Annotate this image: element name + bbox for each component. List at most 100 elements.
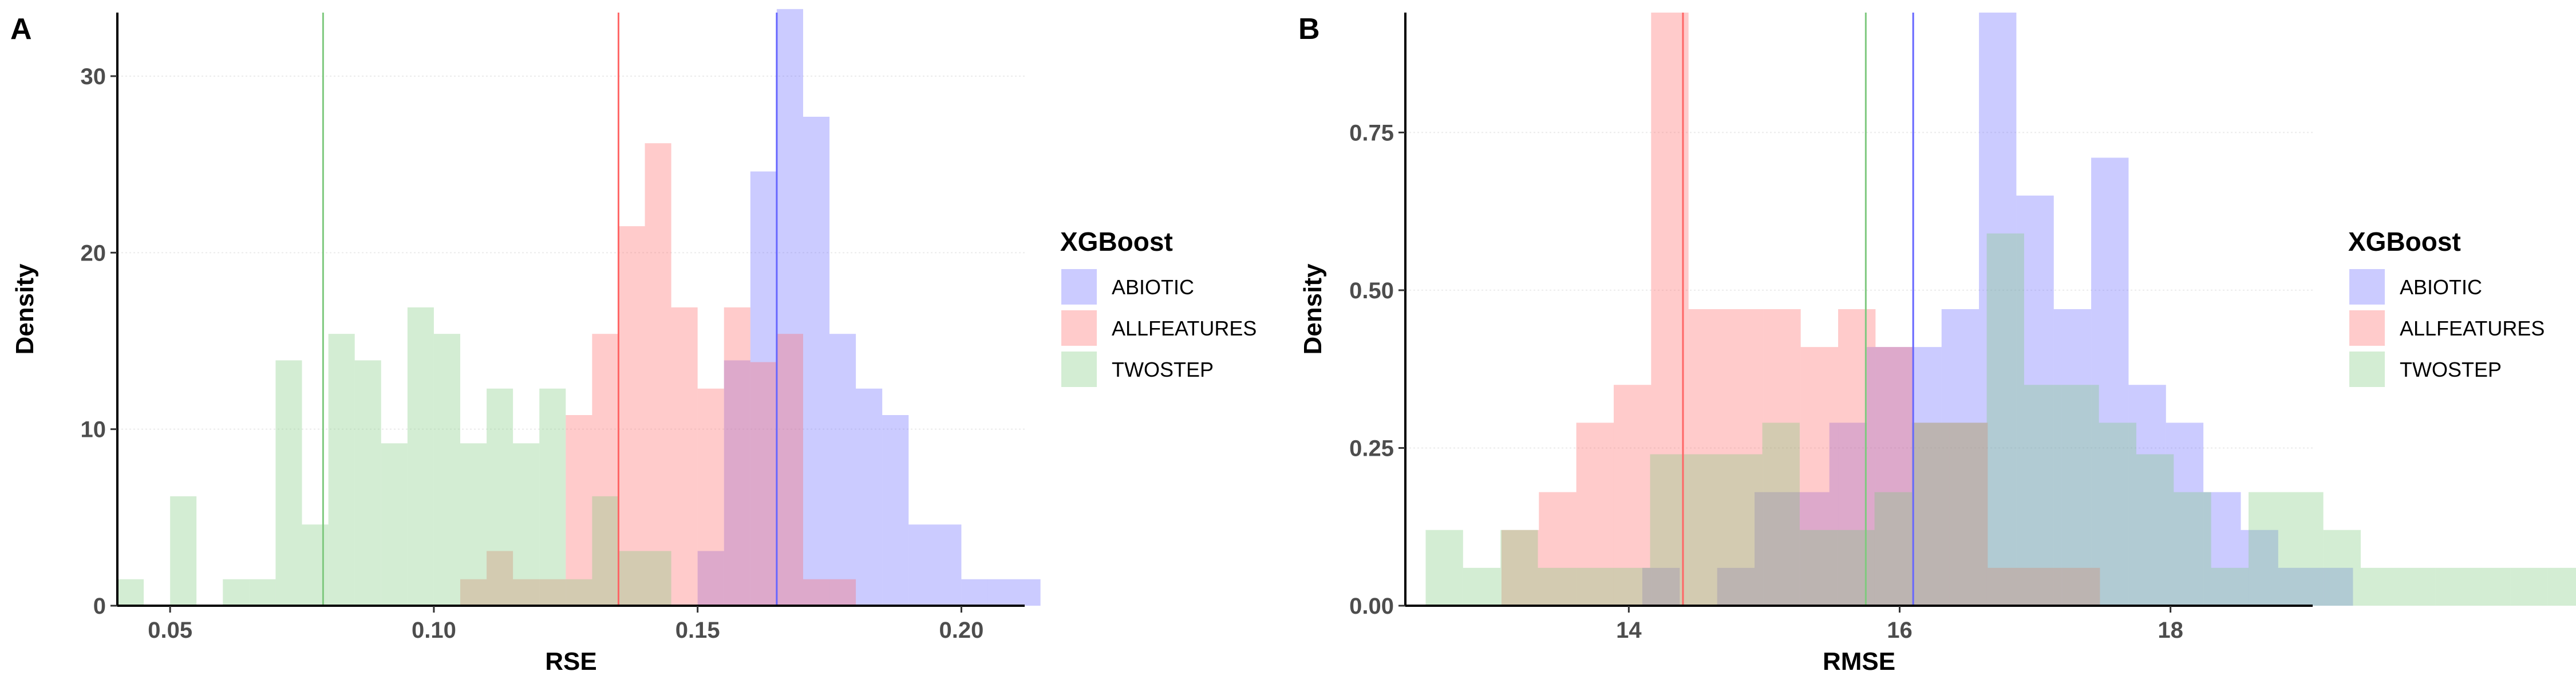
histogram-bar	[1425, 530, 1463, 606]
x-axis-title: RSE	[545, 647, 596, 676]
histogram-bar	[1988, 567, 2025, 606]
histogram-bar	[1904, 347, 1942, 606]
legend-swatch-allfeatures	[1061, 310, 1097, 346]
histogram-bar	[1726, 309, 1764, 606]
histogram-bar	[2203, 492, 2241, 606]
histogram-bar	[750, 362, 777, 606]
histogram-bar	[2025, 567, 2063, 606]
histogram-bar	[2547, 567, 2576, 606]
histogram-bar	[935, 524, 962, 606]
histogram-bar	[1762, 423, 1800, 606]
histogram-bar	[592, 496, 619, 606]
histogram-bar	[1575, 567, 1613, 606]
histogram-bar	[1979, 13, 2017, 606]
histogram-bar	[460, 579, 487, 606]
histogram-bar	[1014, 579, 1041, 606]
histogram-bar	[513, 443, 540, 606]
legend-swatch-twostep	[2349, 352, 2385, 387]
legend-swatch-twostep	[1061, 352, 1097, 387]
histogram-bar	[776, 334, 803, 606]
histogram-bar	[829, 334, 856, 606]
histogram-bar	[1874, 492, 1912, 606]
histogram-bar	[2241, 530, 2278, 606]
histogram-bar	[407, 307, 434, 606]
histogram-bar	[1950, 423, 1988, 606]
histogram-bar	[2248, 492, 2286, 606]
histogram-bar	[1800, 347, 1839, 606]
histogram-bar	[1799, 530, 1838, 606]
histogram-bar	[539, 579, 566, 606]
histogram-bar	[987, 579, 1014, 606]
histogram-bar	[2016, 195, 2054, 606]
histogram-bar	[513, 579, 540, 606]
histogram-bar	[2473, 567, 2511, 606]
histogram-bar	[566, 415, 592, 606]
histogram-bar	[1941, 309, 1980, 606]
histogram-bar	[2061, 385, 2099, 606]
histogram-bar	[1763, 309, 1801, 606]
histogram-bar	[170, 496, 197, 606]
histogram-bar	[487, 388, 513, 606]
legend-title: XGBoost	[1060, 227, 1173, 256]
histogram-bar	[803, 116, 830, 606]
legend-swatch-abiotic	[1061, 269, 1097, 305]
legend: XGBoost ABIOTIC ALLFEATURES TWOSTEP	[2348, 227, 2545, 387]
histogram-bar	[433, 334, 460, 606]
legend-label-abiotic: ABIOTIC	[1112, 275, 1194, 299]
histogram-bar	[803, 579, 830, 606]
histogram-bar	[618, 551, 645, 606]
histogram-bar	[908, 524, 935, 606]
histogram-bar	[1576, 423, 1614, 606]
histogram-bar	[671, 307, 698, 606]
histogram-b: B 0.00 0.25 0.50 0.75 14 16 18 RMSE Density XGBoos…	[1298, 13, 2576, 676]
histogram-bar	[1613, 567, 1650, 606]
histogram-bar	[1755, 492, 1792, 606]
histogram-bar	[487, 551, 513, 606]
histogram-bar	[1867, 347, 1905, 606]
histogram-bar	[2099, 423, 2136, 606]
histogram-bar	[750, 171, 777, 606]
histogram-bar	[1688, 309, 1726, 606]
series-twostep	[117, 307, 671, 606]
x-tick-label: 18	[2158, 618, 2183, 643]
panel-label: B	[1298, 13, 1320, 46]
histogram-bar	[1792, 492, 1830, 606]
histogram-bar	[2136, 454, 2174, 606]
histogram-bar	[1829, 423, 1867, 606]
histogram-bar	[1500, 530, 1538, 606]
y-axis-title: Density	[11, 263, 39, 354]
histogram-bar	[2091, 157, 2129, 606]
x-tick-label: 0.05	[148, 618, 192, 643]
histogram-bar	[2166, 423, 2204, 606]
legend-swatch-abiotic	[2349, 269, 2385, 305]
legend: XGBoost ABIOTIC ALLFEATURES TWOSTEP	[1060, 227, 1257, 387]
histogram-bar	[354, 360, 381, 606]
legend-title: XGBoost	[2348, 227, 2461, 256]
x-tick-label: 16	[1887, 618, 1913, 643]
histogram-bar	[697, 388, 724, 606]
histogram-bar	[1539, 492, 1577, 606]
histogram-bar	[2360, 567, 2399, 606]
histogram-bar	[618, 226, 645, 606]
histogram-bar	[1717, 567, 1755, 606]
histogram-bar	[2510, 567, 2548, 606]
histogram-bar	[2024, 385, 2062, 606]
x-tick-label: 0.10	[412, 618, 456, 643]
series-abiotic	[697, 9, 1041, 606]
y-tick-label: 0.25	[1349, 436, 1394, 461]
legend-label-allfeatures: ALLFEATURES	[1112, 317, 1257, 340]
histogram-bar	[776, 9, 803, 606]
histogram-bar	[381, 443, 408, 606]
legend-label-allfeatures: ALLFEATURES	[2400, 317, 2545, 340]
histogram-bar	[2323, 530, 2361, 606]
histogram-bar	[2435, 567, 2474, 606]
histogram-bar	[1650, 454, 1688, 606]
legend-swatch-allfeatures	[2349, 310, 2385, 346]
chart-panel-a: A 0 10 20 30 0.05 0.10 0.15 0.20 RSE Density XGBoos…	[10, 9, 1257, 676]
histogram-bar	[223, 579, 250, 606]
histogram-bar	[275, 360, 302, 606]
histogram-bar	[829, 579, 856, 606]
histogram-bar	[645, 551, 671, 606]
y-tick-label: 10	[81, 417, 106, 443]
y-axis-title: Density	[1299, 263, 1327, 354]
